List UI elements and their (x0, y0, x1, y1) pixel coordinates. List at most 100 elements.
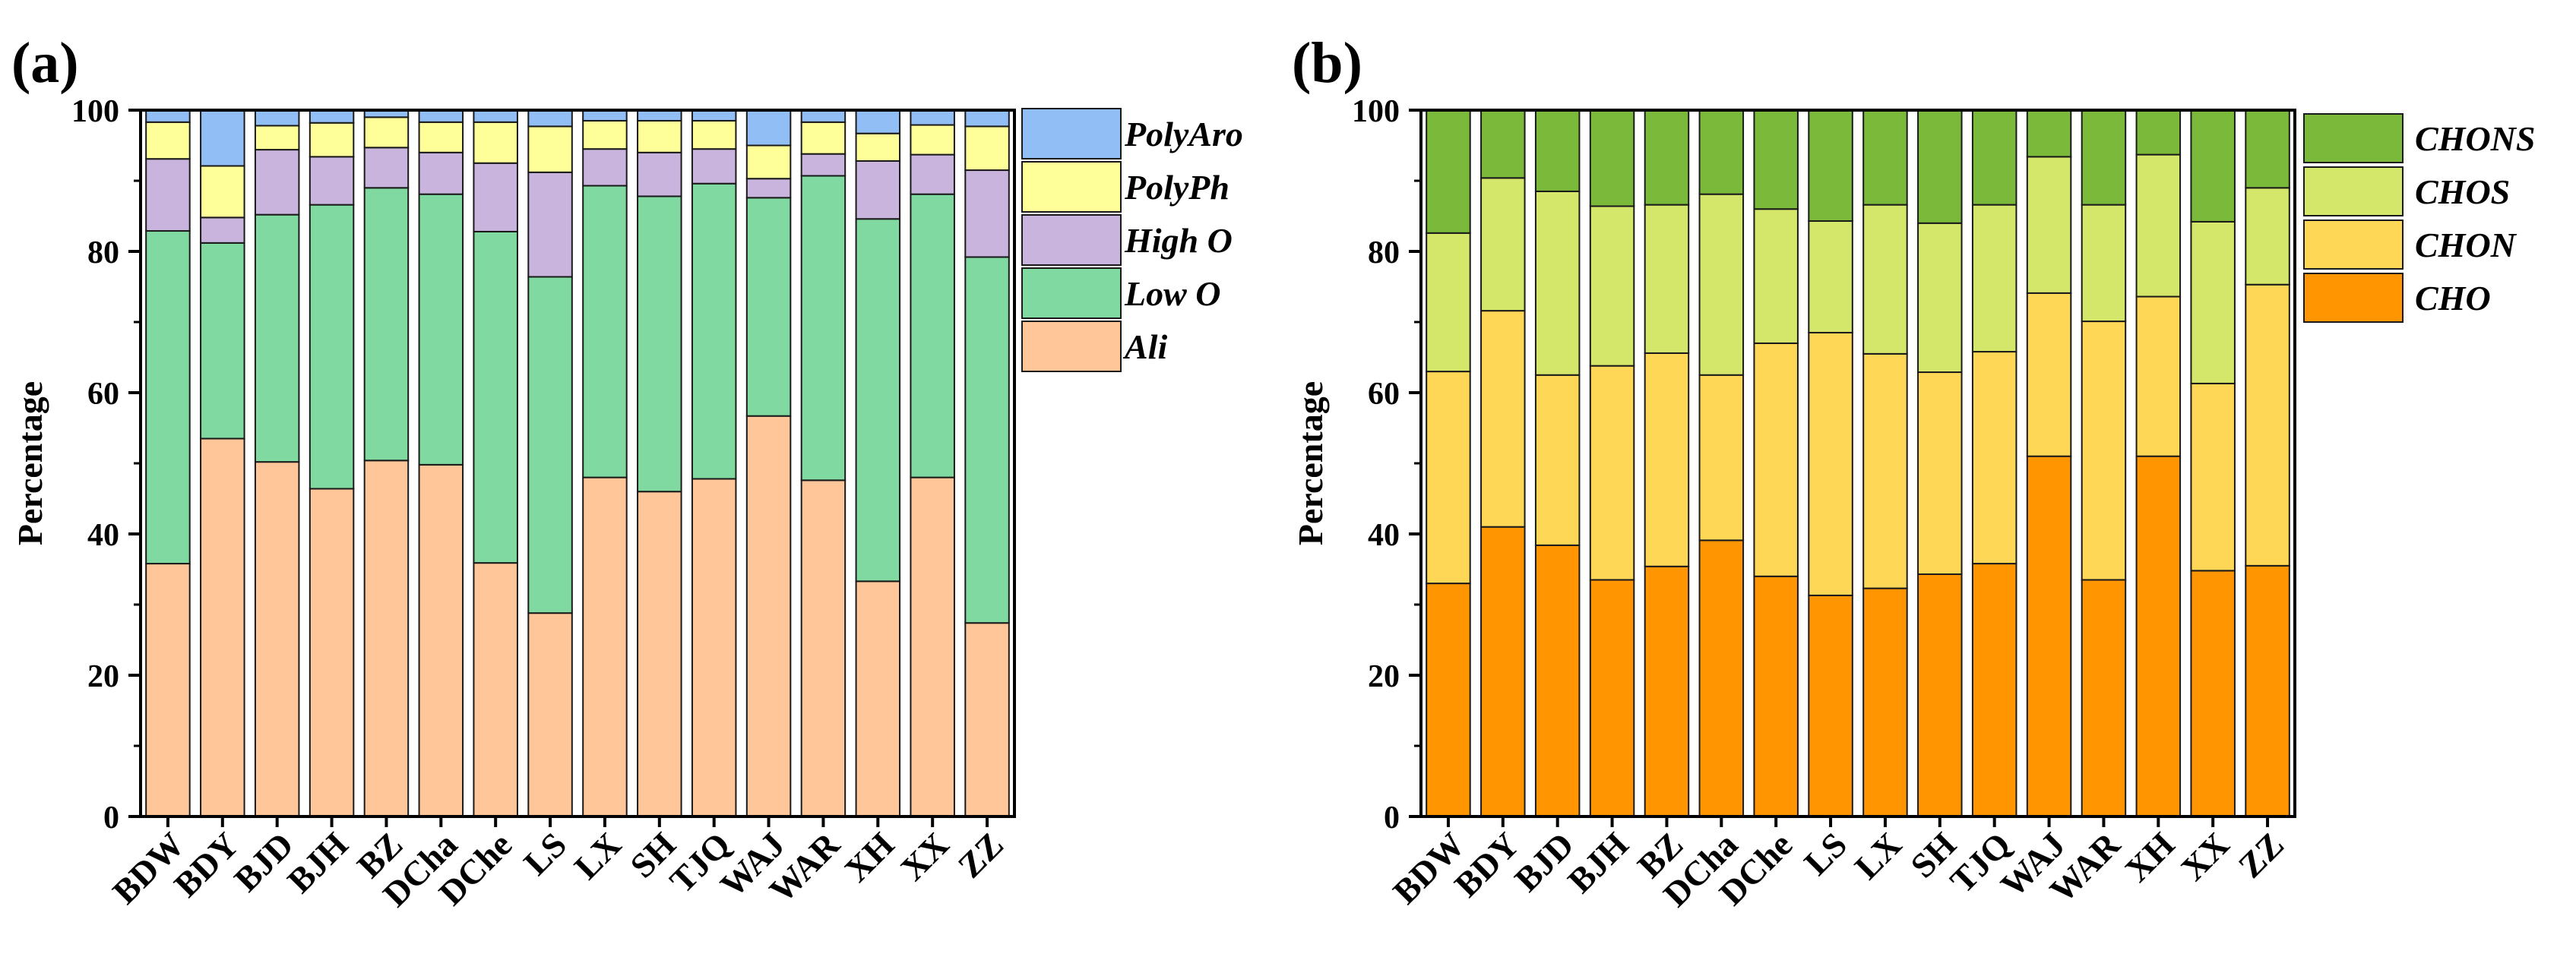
bar-bjh-chons (1589, 109, 1635, 207)
bar-bdw-chons (1426, 109, 1471, 234)
bar-ls-low-o (527, 276, 573, 614)
legend-label-cho: CHO (2415, 279, 2491, 317)
bar-tjq-ali (691, 478, 737, 818)
bar-dche-polyaro (473, 109, 518, 123)
bar-sh-low-o (637, 195, 682, 493)
bar-ls-chon (1808, 331, 1853, 596)
x-tick-label-bjd: BJD (226, 825, 301, 899)
bar-bdy-ali (200, 437, 245, 817)
bar-bdw-low-o (145, 230, 191, 565)
bar-xx-cho (2190, 570, 2236, 817)
bar-tjq-cho (1971, 563, 2017, 817)
bar-bjd-chos (1534, 190, 1581, 376)
y-tick-label: 20 (1368, 659, 1400, 694)
panel-label: (b) (1292, 31, 1362, 95)
y-axis-title: Percentage (11, 381, 49, 545)
bar-dche-chons (1753, 109, 1799, 210)
bar-waj-high-o (745, 178, 792, 199)
bar-bjh-polyph (309, 122, 355, 158)
bar-bjh-ali (309, 488, 355, 817)
bar-war-high-o (800, 153, 847, 177)
bar-xx-chon (2190, 382, 2236, 572)
y-tick-label: 20 (87, 659, 119, 694)
bar-xx-polyaro (910, 109, 955, 126)
bar-zz-chon (2245, 283, 2290, 567)
legend-label-chons: CHONS (2415, 119, 2535, 158)
bar-ls-chons (1808, 109, 1853, 223)
legend-swatch-chons (2303, 113, 2404, 163)
bar-bdy-chons (1480, 109, 1526, 179)
bar-bjh-chon (1589, 365, 1635, 581)
x-tick-label-xh: XH (2118, 825, 2182, 889)
bar-tjq-chos (1971, 204, 2017, 353)
bar-zz-cho (2245, 564, 2290, 817)
bar-xx-polyph (910, 124, 955, 156)
y-tick-label: 40 (1368, 518, 1400, 553)
legend-swatch-ali (1021, 321, 1122, 372)
bar-zz-high-o (964, 169, 1010, 258)
bar-bdy-cho (1480, 526, 1526, 817)
bar-sh-chon (1917, 371, 1963, 576)
bar-dche-chon (1753, 342, 1799, 577)
bar-dcha-cho (1698, 539, 1745, 817)
legend-label-chon: CHON (2415, 226, 2517, 264)
bar-xh-low-o (855, 218, 901, 583)
bar-tjq-low-o (691, 182, 737, 480)
bar-lx-polyaro (582, 109, 628, 122)
bar-bdw-high-o (145, 158, 191, 232)
bar-zz-chons (2245, 109, 2290, 189)
bar-bjd-cho (1534, 544, 1581, 817)
bar-bjh-low-o (309, 204, 355, 490)
bar-waj-polyph (745, 144, 792, 180)
y-axis-title: Percentage (1291, 381, 1330, 545)
x-tick-label-xx: XX (893, 825, 956, 888)
bar-sh-chons (1917, 109, 1963, 224)
bar-xh-polyph (855, 132, 901, 162)
bar-bz-low-o (363, 187, 410, 462)
bar-zz-low-o (964, 256, 1010, 624)
bar-lx-chon (1862, 352, 1908, 589)
bar-bjd-chon (1534, 374, 1581, 546)
legend-swatch-low-o (1021, 267, 1122, 319)
bar-lx-polyph (582, 119, 628, 150)
x-tick-label-bjd: BJD (1507, 825, 1581, 899)
bar-dche-polyph (473, 121, 518, 164)
bar-bz-chon (1644, 352, 1690, 567)
y-tick-label: 80 (1368, 235, 1400, 270)
y-tick-label: 40 (87, 518, 119, 553)
y-tick-label: 60 (1368, 377, 1400, 412)
bar-sh-cho (1917, 573, 1963, 817)
bar-xh-chons (2135, 109, 2182, 156)
x-tick-label-bjh: BJH (1560, 825, 1635, 900)
bar-tjq-polyaro (691, 109, 737, 122)
bar-waj-chos (2026, 156, 2072, 294)
bar-dche-cho (1753, 575, 1799, 817)
bar-xh-chos (2135, 153, 2182, 298)
bar-bdw-chos (1426, 232, 1471, 373)
y-tick-label: 60 (87, 377, 119, 412)
bar-sh-ali (637, 491, 682, 817)
bar-lx-low-o (582, 185, 628, 479)
bar-ls-cho (1808, 594, 1853, 817)
bar-bjd-ali (254, 461, 300, 817)
bar-lx-cho (1862, 587, 1908, 817)
bar-bjd-polyaro (254, 109, 300, 127)
bar-bz-chons (1644, 109, 1690, 206)
bar-bdw-cho (1426, 583, 1471, 817)
x-tick-label-ls: LS (516, 825, 574, 883)
bar-xh-polyaro (855, 109, 901, 134)
x-tick-label-lx: LX (567, 825, 628, 886)
bar-ls-polyaro (527, 109, 573, 128)
bar-sh-chos (1917, 222, 1963, 374)
legend-swatch-polyph (1021, 161, 1122, 213)
bar-war-polyph (800, 121, 847, 155)
bar-dcha-low-o (418, 193, 464, 466)
bar-xx-low-o (910, 193, 955, 479)
panel-label: (a) (11, 31, 79, 95)
bar-war-chos (2081, 204, 2127, 323)
legend-swatch-chon (2303, 220, 2404, 270)
bar-waj-chon (2026, 292, 2072, 457)
bar-bz-chos (1644, 204, 1690, 354)
bar-waj-ali (745, 415, 792, 817)
